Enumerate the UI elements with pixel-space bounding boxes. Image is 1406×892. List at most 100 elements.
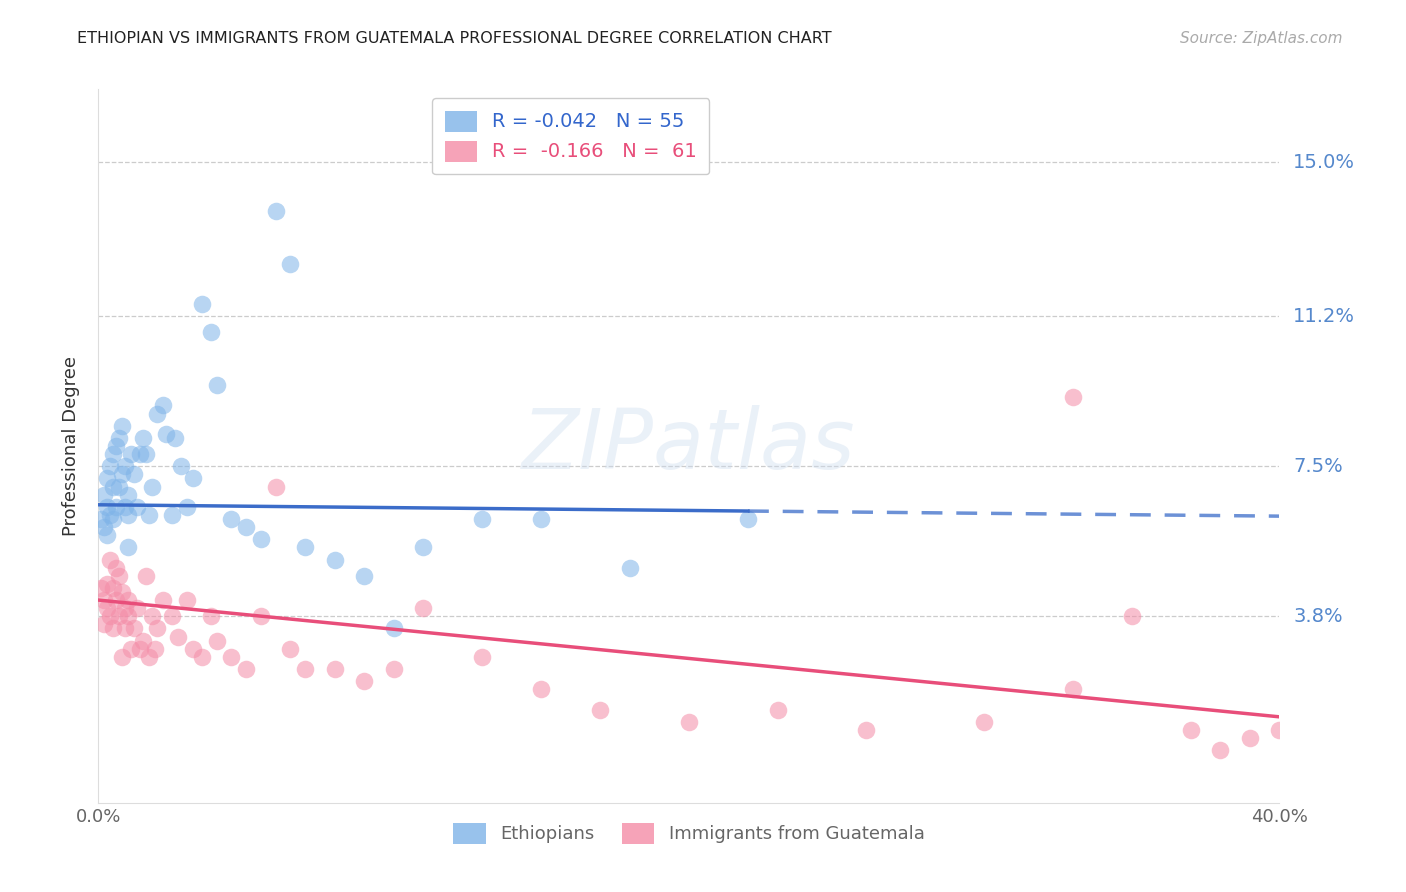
- Point: [111, 585, 134, 599]
- Point: [1062, 682, 1084, 697]
- Point: [766, 702, 789, 716]
- Point: [264, 479, 287, 493]
- Point: [105, 593, 128, 607]
- Text: ZIPatlas: ZIPatlas: [522, 406, 856, 486]
- Point: [176, 500, 198, 514]
- Point: [108, 479, 131, 493]
- Point: [125, 601, 148, 615]
- Point: [98, 508, 121, 522]
- Text: Source: ZipAtlas.com: Source: ZipAtlas.com: [1180, 31, 1343, 46]
- Point: [120, 641, 142, 656]
- Text: ETHIOPIAN VS IMMIGRANTS FROM GUATEMALA PROFESSIONAL DEGREE CORRELATION CHART: ETHIOPIAN VS IMMIGRANTS FROM GUATEMALA P…: [77, 31, 832, 46]
- Point: [250, 533, 273, 547]
- Point: [96, 601, 118, 615]
- Point: [471, 512, 494, 526]
- Point: [280, 256, 302, 270]
- Point: [162, 508, 183, 522]
- Point: [111, 467, 134, 482]
- Point: [111, 649, 134, 664]
- Point: [152, 593, 174, 607]
- Point: [323, 552, 346, 566]
- Point: [221, 512, 243, 526]
- Point: [135, 568, 157, 582]
- Text: 15.0%: 15.0%: [1294, 153, 1355, 171]
- Point: [170, 459, 193, 474]
- Point: [382, 662, 405, 676]
- Point: [323, 662, 346, 676]
- Point: [103, 447, 125, 461]
- Point: [294, 541, 316, 555]
- Point: [117, 541, 139, 555]
- Point: [114, 601, 136, 615]
- Point: [117, 488, 139, 502]
- Point: [98, 609, 121, 624]
- Point: [181, 641, 204, 656]
- Point: [176, 593, 198, 607]
- Point: [221, 649, 243, 664]
- Point: [103, 622, 125, 636]
- Point: [412, 541, 434, 555]
- Point: [191, 297, 214, 311]
- Point: [138, 508, 160, 522]
- Point: [96, 577, 118, 591]
- Point: [1268, 723, 1291, 737]
- Point: [165, 431, 187, 445]
- Point: [114, 500, 136, 514]
- Point: [132, 431, 155, 445]
- Point: [1209, 743, 1232, 757]
- Point: [96, 471, 118, 485]
- Point: [98, 459, 121, 474]
- Point: [191, 649, 214, 664]
- Point: [105, 439, 128, 453]
- Point: [141, 479, 163, 493]
- Point: [155, 426, 177, 441]
- Point: [589, 702, 612, 716]
- Point: [250, 609, 273, 624]
- Point: [973, 714, 995, 729]
- Point: [93, 593, 115, 607]
- Point: [1180, 723, 1202, 737]
- Text: 11.2%: 11.2%: [1294, 307, 1355, 326]
- Point: [108, 609, 131, 624]
- Point: [200, 326, 222, 340]
- Point: [114, 622, 136, 636]
- Point: [128, 641, 150, 656]
- Point: [93, 520, 115, 534]
- Point: [90, 512, 112, 526]
- Point: [103, 581, 125, 595]
- Point: [108, 568, 131, 582]
- Point: [162, 609, 183, 624]
- Point: [205, 633, 228, 648]
- Point: [235, 520, 257, 534]
- Point: [412, 601, 434, 615]
- Point: [1239, 731, 1261, 745]
- Point: [135, 447, 157, 461]
- Point: [103, 479, 125, 493]
- Point: [125, 500, 148, 514]
- Point: [128, 447, 150, 461]
- Point: [108, 431, 131, 445]
- Legend: Ethiopians, Immigrants from Guatemala: Ethiopians, Immigrants from Guatemala: [443, 812, 935, 855]
- Point: [117, 508, 139, 522]
- Point: [96, 528, 118, 542]
- Text: 7.5%: 7.5%: [1294, 457, 1343, 475]
- Point: [93, 617, 115, 632]
- Point: [120, 447, 142, 461]
- Point: [737, 512, 759, 526]
- Point: [105, 500, 128, 514]
- Point: [619, 560, 641, 574]
- Point: [1121, 609, 1143, 624]
- Point: [103, 512, 125, 526]
- Point: [90, 581, 112, 595]
- Point: [146, 407, 169, 421]
- Point: [111, 418, 134, 433]
- Point: [353, 674, 375, 689]
- Point: [141, 609, 163, 624]
- Point: [530, 682, 553, 697]
- Point: [1062, 390, 1084, 404]
- Point: [280, 641, 302, 656]
- Point: [105, 560, 128, 574]
- Point: [143, 641, 166, 656]
- Point: [235, 662, 257, 676]
- Point: [117, 609, 139, 624]
